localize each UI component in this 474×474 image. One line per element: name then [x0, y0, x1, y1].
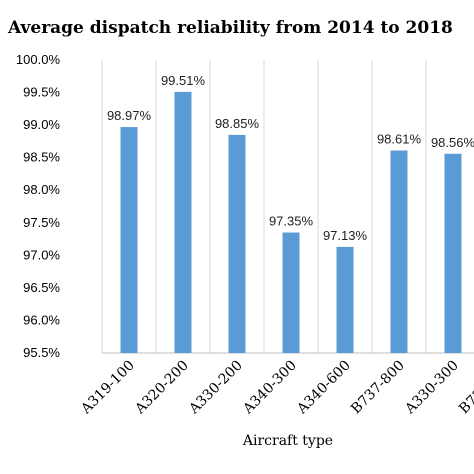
- x-axis-title: Aircraft type: [242, 433, 333, 449]
- y-tick-label: 95.5%: [23, 345, 60, 360]
- data-label: 99.51%: [161, 73, 206, 88]
- x-tick-label: A330-200: [186, 358, 246, 418]
- data-label: 98.61%: [377, 132, 422, 147]
- bar: [336, 246, 354, 353]
- bar: [120, 127, 138, 353]
- data-label-layer: 98.97% 99.51% 98.85% 97.35% 97.13% 98.61% 98.5…: [107, 73, 474, 243]
- bar: [282, 232, 300, 353]
- y-tick-label: 96.0%: [23, 312, 60, 327]
- x-tick-label: A340-300: [240, 358, 300, 418]
- data-label: 98.97%: [107, 108, 152, 123]
- x-tick-label: B737-800: [348, 358, 408, 418]
- y-tick-label: 98.5%: [23, 150, 60, 165]
- x-tick-label: A330-300: [402, 358, 462, 418]
- x-tick-label: A320-200: [132, 358, 192, 418]
- y-tick-label: 99.0%: [23, 117, 60, 132]
- x-axis-ticks: A319-100A320-200A330-200A340-300A340-600…: [78, 358, 474, 418]
- grid-layer: [101, 60, 474, 354]
- y-tick-label: 100.0%: [16, 52, 61, 67]
- data-label: 98.85%: [215, 116, 260, 131]
- y-tick-label: 96.5%: [23, 280, 60, 295]
- chart-title: Average dispatch reliability from 2014 t…: [7, 18, 453, 38]
- data-label: 97.35%: [269, 214, 314, 229]
- data-label: 98.56%: [431, 135, 474, 150]
- data-label: 97.13%: [323, 228, 368, 243]
- y-tick-label: 97.0%: [23, 247, 60, 262]
- bar: [174, 91, 192, 353]
- bar-layer: [120, 91, 462, 353]
- bar: [444, 153, 462, 353]
- y-tick-label: 99.5%: [23, 85, 60, 100]
- y-axis-ticks: 95.5% 96.0% 96.5% 97.0% 97.5% 98.0% 98.5% 99.0%…: [16, 52, 61, 360]
- y-tick-label: 97.5%: [23, 215, 60, 230]
- x-tick-label: A319-100: [78, 358, 138, 418]
- x-tick-label: A340-600: [294, 358, 354, 418]
- y-tick-label: 98.0%: [23, 182, 60, 197]
- bar: [390, 150, 408, 353]
- bar: [228, 134, 246, 353]
